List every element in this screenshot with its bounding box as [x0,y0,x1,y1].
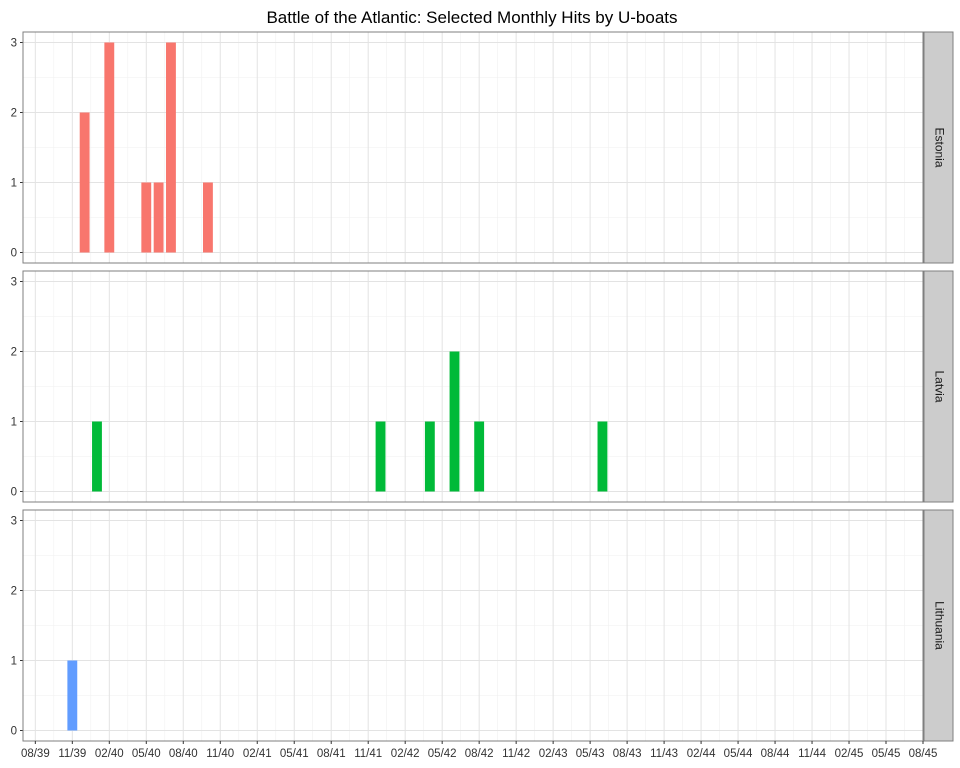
bar-latvia-1940-01 [92,421,102,492]
chart-title: Battle of the Atlantic: Selected Monthly… [266,8,677,27]
x-tick-label: 05/45 [872,748,901,760]
x-tick-label: 08/42 [465,748,494,760]
bar-lithuania-1939-11 [67,660,78,731]
y-tick-label: 1 [11,656,17,668]
bar-latvia-1942-06 [449,351,460,492]
facet-strip [923,31,954,264]
x-tick-label: 08/43 [613,748,642,760]
bar-estonia-1939-12 [79,112,90,253]
bar-estonia-1940-02 [104,42,115,253]
x-tick-label: 02/40 [95,748,124,760]
x-tick-label: 08/41 [317,748,346,760]
facet-strip-label: Estonia [932,127,946,167]
panel-border [22,31,924,264]
x-tick-label: 02/44 [687,748,716,760]
x-tick-label: 11/44 [798,748,827,760]
y-tick-label: 0 [11,248,17,260]
x-tick-label: 11/41 [354,748,382,760]
y-tick-label: 3 [11,38,17,50]
x-tick-label: 11/42 [502,748,530,760]
facet-strip [923,270,954,503]
y-tick-label: 3 [11,516,17,528]
y-tick-label: 0 [11,487,17,499]
x-tick-label: 02/42 [391,748,420,760]
x-tick-label: 02/45 [835,748,864,760]
facet-panel-lithuania: 0 1 2 3 Lithuania [11,509,954,742]
bar-estonia-1940-05 [141,182,152,253]
bar-estonia-1940-06 [153,182,164,253]
bar-latvia-1941-12 [375,421,386,492]
y-tick-label: 2 [11,347,17,359]
facet-panel-estonia: 0 1 2 3 Estonia [11,31,954,264]
x-tick-label: 05/42 [428,748,457,760]
bar-estonia-1940-10 [203,182,213,253]
bar-latvia-1942-08 [474,421,485,492]
bar-latvia-1942-04 [424,421,435,492]
x-tick-label: 05/44 [724,748,753,760]
x-tick-label: 08/39 [21,748,50,760]
bar-estonia-1940-07 [166,42,176,253]
x-tick-label: 08/45 [909,748,938,760]
bar-latvia-1943-06 [597,421,608,492]
y-tick-label: 2 [11,586,17,598]
x-tick-label: 05/43 [576,748,605,760]
x-tick-label: 02/43 [539,748,568,760]
facet-strip-label: Lithuania [932,601,946,650]
panel-border [22,509,924,742]
y-tick-label: 0 [11,726,17,738]
x-tick-label: 11/43 [650,748,678,760]
facet-panel-latvia: 0 1 2 3 Latvia [11,270,954,503]
y-tick-label: 1 [11,417,17,429]
facet-strip-label: Latvia [932,370,946,402]
panel-border [22,270,924,503]
y-tick-label: 3 [11,277,17,289]
x-tick-label: 02/41 [243,748,272,760]
x-tick-label: 05/40 [132,748,161,760]
x-axis: 08/39 11/39 02/40 05/40 08/40 11/40 02/41 05/41… [21,741,937,760]
facet-strip [923,509,954,742]
x-tick-label: 08/40 [169,748,198,760]
facet-panels: 0 1 2 3 Estonia 0 1 2 3 Latvia 0 1 2 3 Lithuania [11,31,954,742]
x-tick-label: 08/44 [761,748,790,760]
x-tick-label: 11/39 [58,748,86,760]
y-tick-label: 2 [11,108,17,120]
x-tick-label: 11/40 [206,748,234,760]
y-tick-label: 1 [11,178,17,190]
x-tick-label: 05/41 [280,748,309,760]
